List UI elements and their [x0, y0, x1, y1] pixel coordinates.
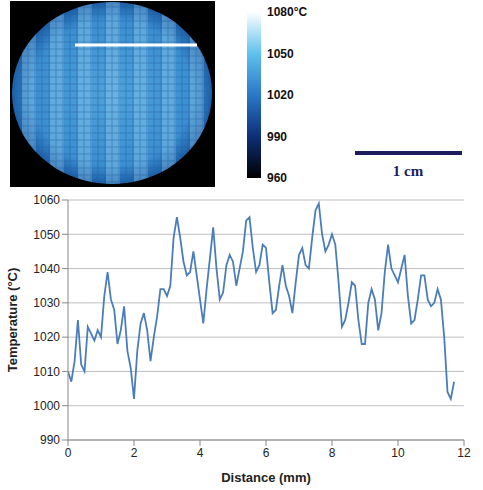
svg-text:1020: 1020 [267, 88, 294, 102]
svg-text:6: 6 [263, 446, 270, 460]
svg-text:1080°C: 1080°C [267, 5, 307, 19]
svg-text:960: 960 [267, 171, 287, 185]
svg-text:1060: 1060 [33, 193, 60, 207]
svg-text:0: 0 [65, 446, 72, 460]
svg-text:990: 990 [267, 130, 287, 144]
svg-text:Distance (mm): Distance (mm) [221, 470, 311, 485]
svg-text:8: 8 [329, 446, 336, 460]
svg-text:1030: 1030 [33, 296, 60, 310]
svg-text:1010: 1010 [33, 365, 60, 379]
svg-text:4: 4 [197, 446, 204, 460]
svg-text:Temperature (°C): Temperature (°C) [5, 268, 20, 373]
svg-text:12: 12 [457, 446, 471, 460]
svg-text:2: 2 [131, 446, 138, 460]
svg-text:1050: 1050 [33, 228, 60, 242]
svg-text:1 cm: 1 cm [393, 163, 424, 179]
svg-text:10: 10 [391, 446, 405, 460]
svg-text:1020: 1020 [33, 330, 60, 344]
svg-text:1050: 1050 [267, 47, 294, 61]
svg-text:990: 990 [40, 433, 60, 447]
svg-text:1000: 1000 [33, 399, 60, 413]
svg-text:1040: 1040 [33, 262, 60, 276]
